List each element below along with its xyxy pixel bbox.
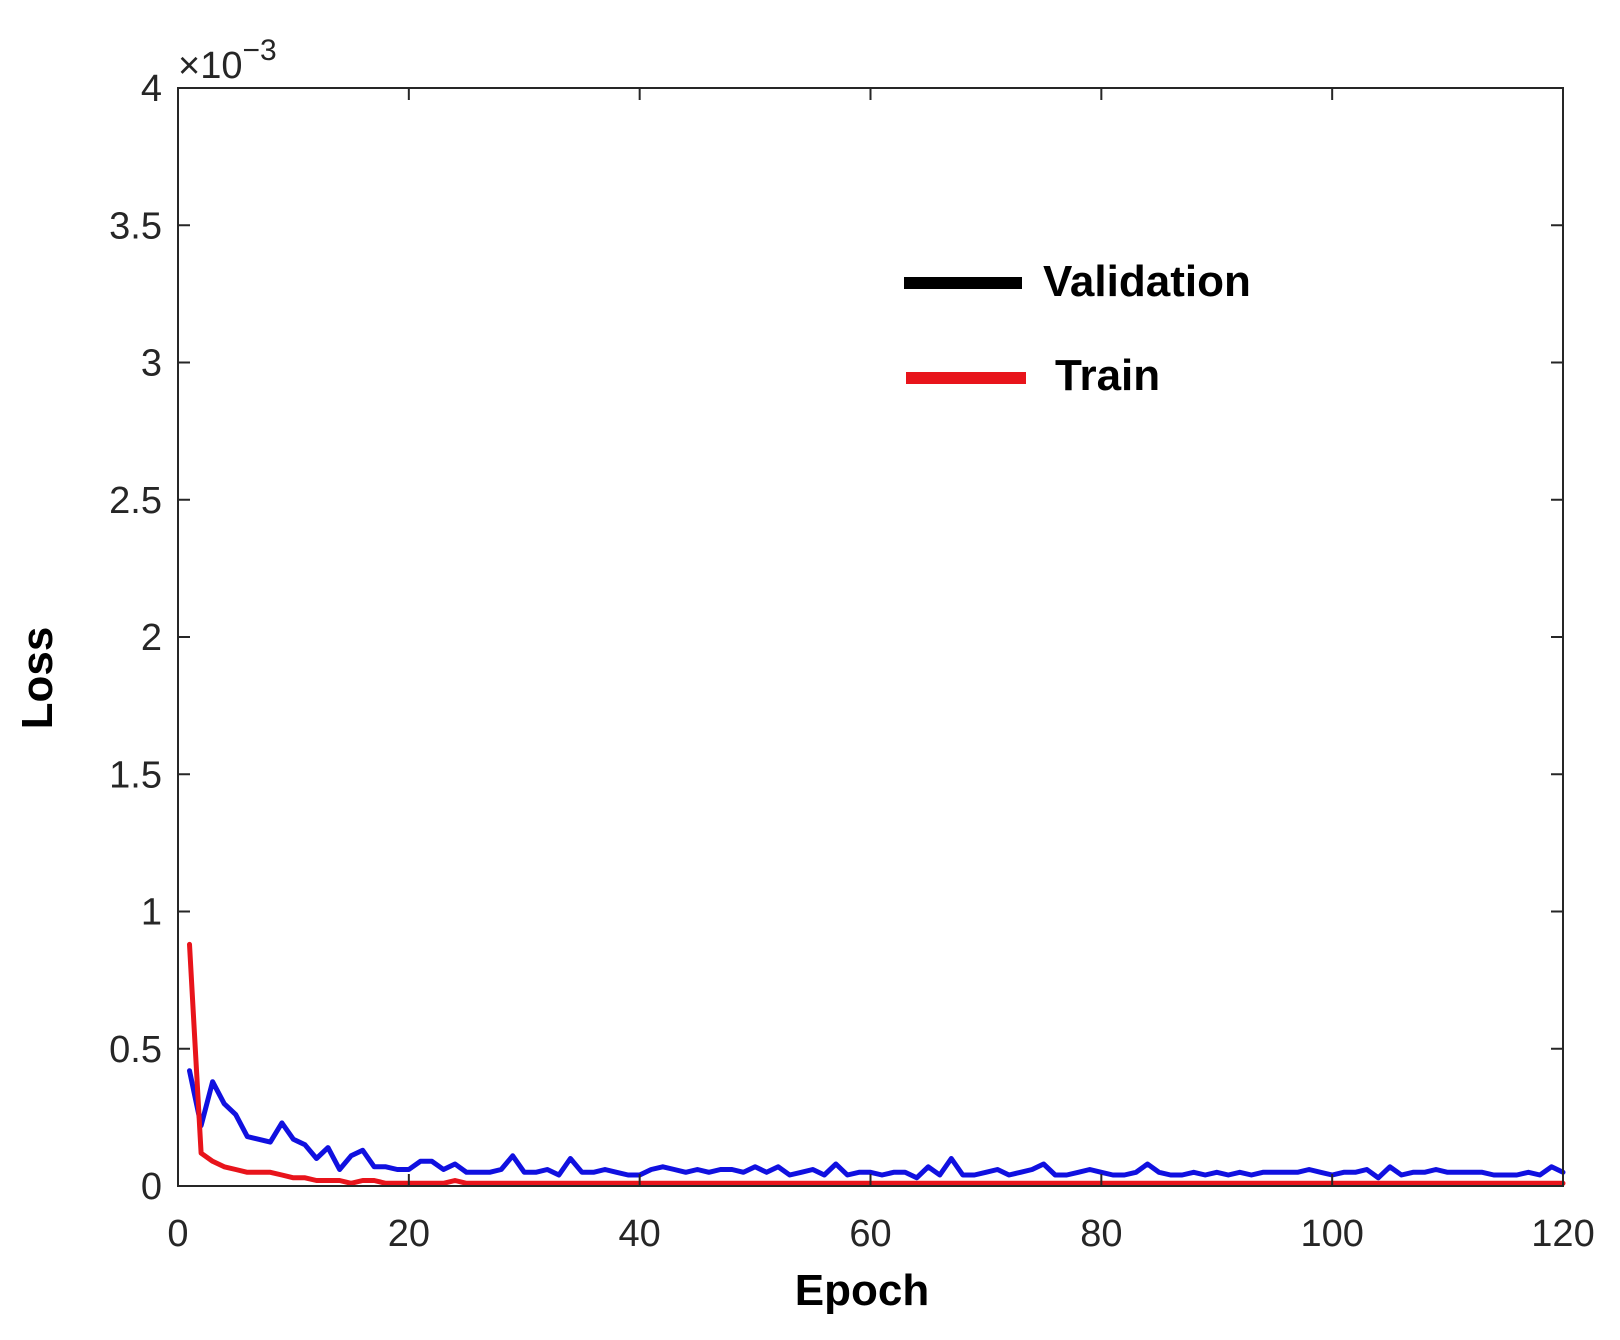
y-axis-title: Loss — [13, 627, 62, 730]
x-tick-label: 80 — [1080, 1213, 1122, 1255]
y-tick-label: 1 — [141, 892, 162, 934]
y-tick-label: 2.5 — [109, 480, 162, 522]
series-line-validation — [187, 1068, 1566, 1181]
x-axis-title: Epoch — [795, 1266, 929, 1315]
x-tick-label: 0 — [167, 1213, 188, 1255]
x-tick-label: 20 — [388, 1213, 430, 1255]
series-layer — [187, 941, 1566, 1186]
y-tick-label: 3.5 — [109, 205, 162, 247]
y-tick-label: 1.5 — [109, 754, 162, 796]
tick-layer: 0 20 40 60 80 100 120 0 0.5 1 1.5 2 2.5 3 3.5 4 — [109, 68, 1595, 1255]
legend: Validation Train — [904, 257, 1251, 400]
x-tick-label: 40 — [619, 1213, 661, 1255]
legend-label-validation: Validation — [1043, 257, 1251, 306]
y-tick-label: 4 — [141, 68, 162, 110]
y-tick-label: 0 — [141, 1166, 162, 1208]
legend-label-train: Train — [1055, 351, 1160, 400]
y-tick-label: 2 — [141, 617, 162, 659]
x-tick-label: 120 — [1531, 1213, 1594, 1255]
y-tick-label: 3 — [141, 343, 162, 385]
x-tick-label: 60 — [849, 1213, 891, 1255]
plot-background — [178, 88, 1563, 1186]
x-tick-label: 100 — [1300, 1213, 1363, 1255]
series-line-train — [187, 941, 1566, 1186]
y-scale-multiplier: ×10−3 — [178, 34, 277, 87]
y-tick-label: 0.5 — [109, 1029, 162, 1071]
